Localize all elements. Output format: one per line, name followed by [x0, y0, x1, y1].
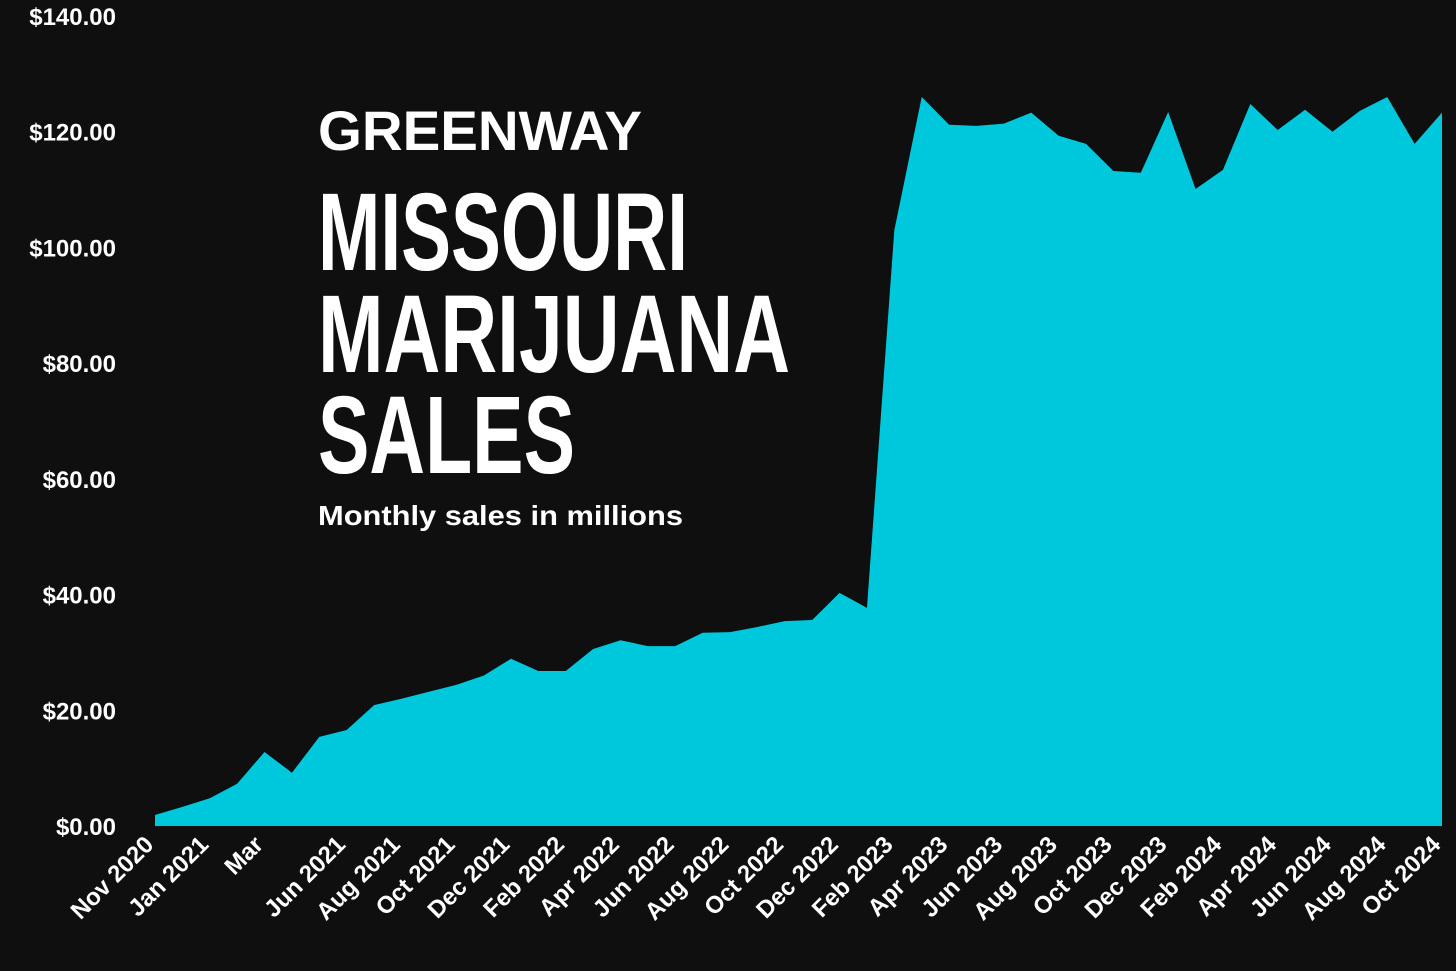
- chart-subtitle: Monthly sales in millions: [318, 500, 683, 531]
- y-tick-label: $60.00: [43, 467, 116, 494]
- y-tick-label: $100.00: [29, 235, 116, 262]
- brand: GREENWAY: [318, 99, 642, 162]
- chart-title: MISSOURI: [318, 171, 688, 294]
- y-tick-label: $20.00: [43, 698, 116, 725]
- y-tick-label: $40.00: [43, 583, 116, 610]
- y-tick-label: $140.00: [29, 4, 116, 31]
- y-tick-label: $120.00: [29, 120, 116, 147]
- area: [155, 97, 1442, 826]
- y-tick-label: $80.00: [43, 351, 116, 378]
- y-tick-label: $0.00: [56, 814, 116, 841]
- chart-title: MARIJUANA: [318, 273, 790, 396]
- chart-title: SALES: [318, 374, 575, 497]
